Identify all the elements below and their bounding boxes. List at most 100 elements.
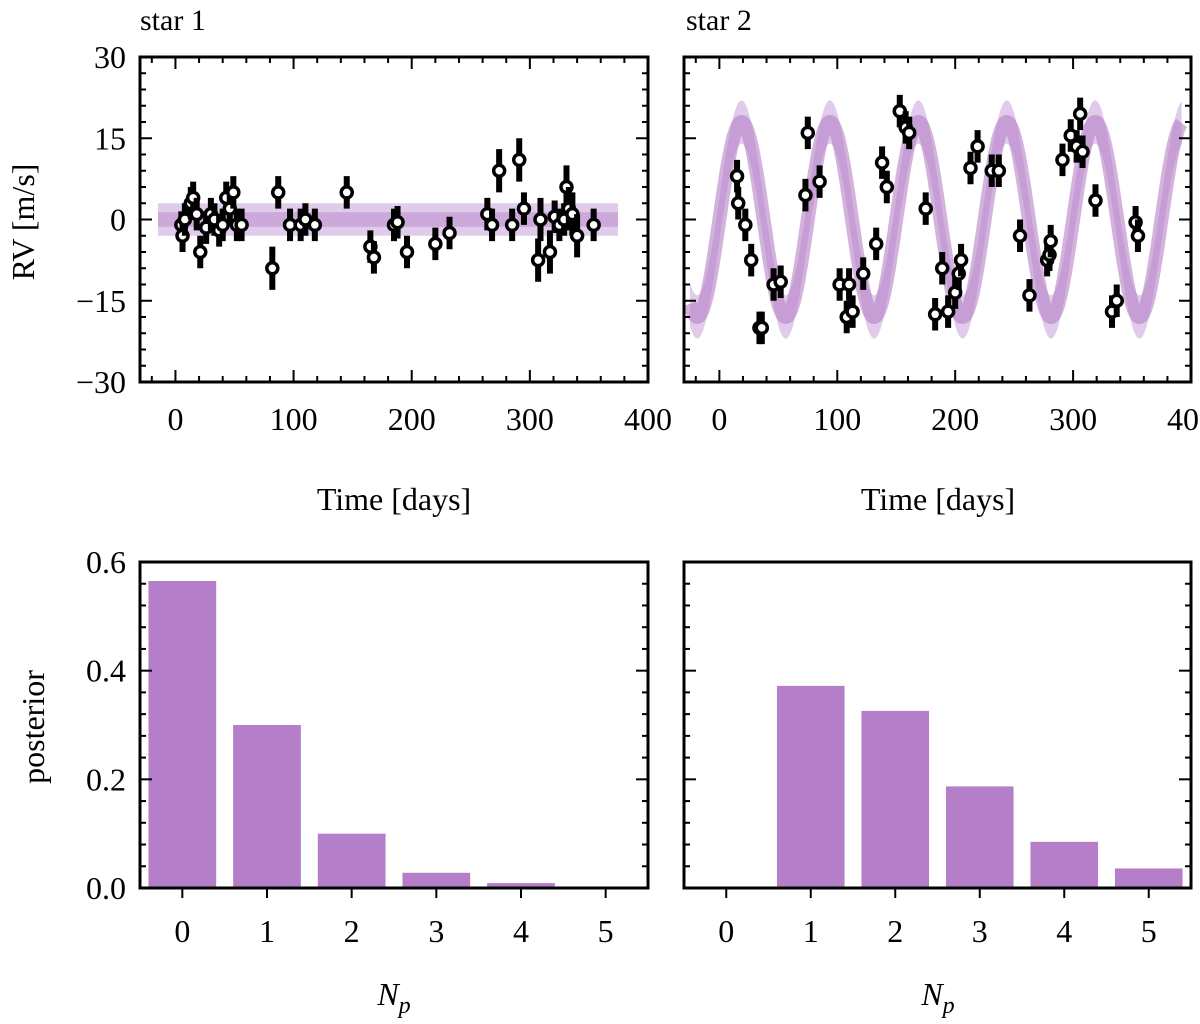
rv-panel-star-2: star 2 Time [days] 0 100 200 300 400 [682,4,1200,517]
data-point [516,201,532,216]
data-point [390,214,405,230]
data-point [1130,228,1146,243]
x-tick-label: 3 [428,913,444,949]
x-axis-label: Np [920,976,954,1019]
rv-plot-area: 0 100 200 300 400 [682,55,1200,437]
data-point [399,244,415,260]
data-point [442,225,457,241]
x-tick-label: 300 [506,401,554,437]
data-point [800,125,816,141]
data-point [533,212,548,227]
x-tick-label: 4 [1056,913,1072,949]
data-point [901,125,917,141]
y-tick-label: 15 [94,120,126,156]
data-point [970,139,985,154]
data-point [491,163,507,178]
data-point [874,155,890,170]
data-point [927,307,943,322]
x-axis-label: Np [376,976,410,1019]
x-tick-label: 1 [803,913,819,949]
data-point [1022,288,1037,303]
x-tick-label: 100 [270,401,318,437]
data-point [991,163,1007,178]
data-point [845,304,860,319]
y-tick-label: 0.6 [86,544,126,580]
x-tick-label: 0 [174,913,190,949]
data-point [773,274,788,290]
bar-2 [861,710,930,888]
data-point [265,261,280,276]
data-point [234,217,249,233]
data-point [270,185,286,200]
bar-1 [776,685,845,888]
data-point [366,250,382,265]
y-tick-label: 0 [110,202,126,238]
data-point [189,206,204,222]
bar-3 [945,786,1014,888]
x-tick-label: 400 [1167,401,1200,437]
x-tick-label: 1 [259,913,275,949]
x-tick-label: 5 [1141,913,1157,949]
bar-plot-area: 0.0 0.2 0.4 0.6 0 1 2 3 4 5 [86,544,650,949]
y-tick-label: 0.2 [86,761,126,797]
y-axis-label: RV [m/s] [5,164,41,281]
y-tick-label: 30 [94,39,126,75]
posterior-panel-star-2: Np 0 1 2 3 4 5 [682,560,1193,1019]
data-point [729,168,745,184]
x-tick-label: 2 [887,913,903,949]
bar-plot-area: 0 1 2 3 4 5 [682,560,1193,949]
data-point [940,304,956,319]
y-tick-label: −30 [76,364,126,400]
data-point [226,185,241,200]
data-point [1055,152,1070,168]
x-axis-label: Time [days] [861,481,1015,517]
x-tick-label: 300 [1049,401,1097,437]
data-point [754,320,770,336]
data-point [511,152,527,168]
data-point [934,261,950,276]
data-point [738,217,753,233]
y-tick-label: −15 [76,283,126,319]
data-point [730,196,746,211]
x-tick-label: 200 [931,401,979,437]
data-point [1075,144,1090,160]
x-tick-label: 100 [813,401,861,437]
panel-title: star 2 [686,4,752,37]
bar-4 [487,883,555,888]
axes-frame [682,560,1193,890]
data-point [484,217,500,233]
data-point [530,252,546,268]
x-tick-label: 0 [167,401,183,437]
y-axis-label: posterior [15,670,51,784]
data-point [879,179,895,195]
x-tick-label: 200 [388,401,436,437]
data-point [812,174,827,189]
rv-panel-star-1: star 1 RV [m/s] Time [days] −30−15015300… [5,4,672,517]
y-tick-label: 0.0 [86,870,126,906]
data-point [841,277,857,292]
data-point [193,244,208,260]
x-axis-label: Time [days] [317,481,471,517]
data-point [798,187,813,203]
data-point [586,217,601,233]
data-point [855,266,871,281]
data-point [339,185,354,200]
data-point [428,236,443,252]
model-band-core [158,212,618,227]
y-tick-label: 0.4 [86,653,126,689]
x-tick-label: 3 [972,913,988,949]
data-point [1109,293,1124,308]
bar-5 [1114,868,1183,888]
data-point [1088,193,1103,208]
data-point [1012,228,1028,243]
data-point [918,201,933,216]
data-point [868,236,884,252]
data-point [215,217,230,233]
bar-3 [402,872,471,888]
data-point [963,160,978,176]
panel-title: star 1 [140,4,206,37]
data-point [953,252,969,268]
x-tick-label: 0 [711,401,727,437]
data-point [743,252,759,268]
x-tick-label: 2 [344,913,360,949]
